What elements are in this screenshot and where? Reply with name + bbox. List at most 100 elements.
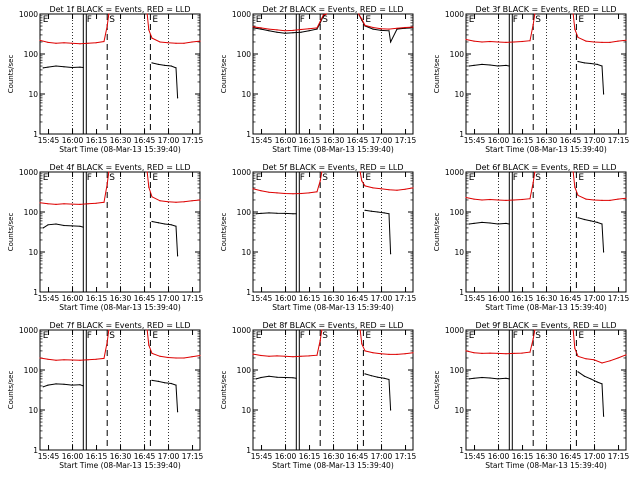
data-point-events <box>164 223 166 225</box>
data-point-lld <box>572 171 574 173</box>
data-point-events <box>383 377 385 379</box>
data-point-events <box>390 41 392 43</box>
panel-9: Det 9f BLACK = Events, RED = LLD 1 10 100 10… <box>433 321 630 470</box>
data-point-lld <box>300 192 302 195</box>
data-point-lld <box>148 186 150 188</box>
series-line-events <box>256 375 297 380</box>
y-tick-label: 100 <box>450 208 465 217</box>
marker-label-e: E <box>469 173 475 183</box>
data-point-events <box>55 65 57 67</box>
data-point-events <box>377 211 379 213</box>
data-point-lld <box>529 40 531 42</box>
data-point-lld <box>534 13 536 15</box>
data-point-lld <box>55 359 57 361</box>
marker-label-e: E <box>578 331 584 341</box>
data-point-events <box>170 224 172 226</box>
data-point-events <box>63 383 65 385</box>
marker-label-e: E <box>43 331 49 341</box>
x-tick-label: 17:00 <box>584 136 606 145</box>
data-point-events <box>372 28 374 30</box>
x-tick-label: 17:00 <box>158 136 180 145</box>
data-point-lld <box>404 353 406 355</box>
data-point-lld <box>47 41 49 44</box>
x-tick-label: 16:45 <box>134 452 156 461</box>
y-tick-label: 10 <box>28 90 38 99</box>
x-tick-label: 16:30 <box>323 294 345 303</box>
data-point-lld <box>148 344 150 346</box>
data-point-lld <box>601 199 603 201</box>
x-tick-label: 15:45 <box>251 294 273 303</box>
data-point-lld <box>372 26 374 29</box>
data-point-lld <box>39 357 41 359</box>
data-point-lld <box>585 198 587 200</box>
data-point-events <box>42 386 44 388</box>
data-point-lld <box>521 352 523 354</box>
data-point-lld <box>593 359 595 361</box>
data-point-lld <box>159 41 161 43</box>
data-point-lld <box>71 359 73 361</box>
marker-label-e: E <box>365 173 371 183</box>
data-point-events <box>42 67 44 69</box>
data-point-events <box>364 373 366 375</box>
data-point-events <box>473 222 475 224</box>
series-events <box>42 379 179 413</box>
data-point-lld <box>268 191 270 193</box>
y-tick-label: 100 <box>237 50 252 59</box>
x-axis-title: Start Time (08-Mar-13 15:39:40) <box>272 145 394 154</box>
data-point-events <box>388 213 390 215</box>
marker-label-f: F <box>300 15 305 25</box>
data-point-lld <box>321 329 323 331</box>
y-tick-label: 10 <box>241 406 251 415</box>
data-point-lld <box>308 28 310 30</box>
marker-label-f: F <box>513 173 518 183</box>
data-point-events <box>71 66 73 69</box>
marker-label-f: F <box>513 15 518 25</box>
marker-label-s: S <box>535 15 541 25</box>
data-point-lld <box>292 193 294 195</box>
data-point-lld <box>199 40 201 42</box>
data-point-lld <box>529 198 531 200</box>
panel-3: Det 3f BLACK = Events, RED = LLD 1 10 100 10… <box>433 5 630 154</box>
data-point-lld <box>159 355 161 357</box>
x-tick-label: 16:15 <box>86 452 108 461</box>
x-tick-label: 16:15 <box>299 136 321 145</box>
y-axis-title: Counts/sec <box>220 55 228 94</box>
data-point-lld <box>577 36 579 39</box>
x-tick-label: 16:00 <box>275 452 297 461</box>
data-point-events <box>276 31 278 33</box>
marker-label-f: F <box>87 15 92 25</box>
data-point-lld <box>489 352 491 354</box>
y-tick-label: 1000 <box>19 10 38 19</box>
data-point-events <box>468 223 470 225</box>
series-lld <box>39 171 201 205</box>
data-point-lld <box>175 201 177 203</box>
x-tick-label: 16:00 <box>275 136 297 145</box>
data-point-lld <box>71 42 73 44</box>
data-point-lld <box>276 29 278 31</box>
x-tick-label: 17:15 <box>608 452 630 461</box>
data-point-events <box>79 384 81 386</box>
data-point-events <box>603 93 605 95</box>
plot-frame <box>39 13 201 135</box>
marker-label-e: E <box>256 173 262 183</box>
x-tick-label: 16:30 <box>110 294 132 303</box>
data-point-lld <box>497 199 499 201</box>
x-tick-label: 17:15 <box>395 294 417 303</box>
data-point-lld <box>108 171 110 173</box>
x-tick-label: 15:45 <box>38 136 60 145</box>
series-events <box>42 220 179 257</box>
x-tick-label: 16:00 <box>488 294 510 303</box>
marker-label-e: E <box>43 173 49 183</box>
series-lld <box>252 329 414 358</box>
series-events <box>255 209 392 255</box>
marker-label-s: S <box>535 173 541 183</box>
x-tick-label: 15:45 <box>464 294 486 303</box>
data-point-events <box>268 212 270 214</box>
data-point-lld <box>103 201 105 203</box>
data-point-lld <box>199 354 201 357</box>
plot-frame <box>252 329 414 451</box>
data-point-lld <box>465 38 467 41</box>
y-axis-title: Counts/sec <box>433 55 441 94</box>
